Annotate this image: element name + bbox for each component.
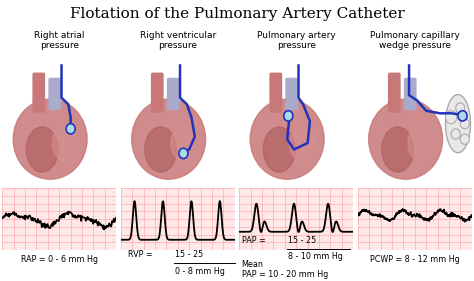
Ellipse shape bbox=[408, 125, 433, 161]
Ellipse shape bbox=[26, 127, 58, 172]
Text: Right ventricular
pressure: Right ventricular pressure bbox=[140, 31, 216, 50]
FancyBboxPatch shape bbox=[270, 73, 282, 112]
Ellipse shape bbox=[263, 127, 295, 172]
Text: PAP =: PAP = bbox=[242, 236, 268, 245]
Text: Pulmonary capillary
wedge pressure: Pulmonary capillary wedge pressure bbox=[370, 31, 460, 50]
Text: RVP =: RVP = bbox=[128, 250, 155, 259]
Circle shape bbox=[460, 134, 469, 144]
Text: RAP = 0 - 6 mm Hg: RAP = 0 - 6 mm Hg bbox=[21, 255, 98, 264]
Circle shape bbox=[284, 111, 293, 121]
Text: 8 - 10 mm Hg: 8 - 10 mm Hg bbox=[288, 252, 343, 261]
FancyBboxPatch shape bbox=[404, 78, 416, 109]
Ellipse shape bbox=[382, 127, 414, 172]
Text: 0 - 8 mm Hg: 0 - 8 mm Hg bbox=[175, 267, 225, 276]
Ellipse shape bbox=[290, 125, 314, 161]
Text: PCWP = 8 - 12 mm Hg: PCWP = 8 - 12 mm Hg bbox=[370, 255, 460, 264]
Circle shape bbox=[460, 119, 469, 129]
FancyBboxPatch shape bbox=[152, 73, 163, 112]
Ellipse shape bbox=[13, 99, 87, 179]
FancyBboxPatch shape bbox=[286, 78, 297, 109]
Ellipse shape bbox=[132, 99, 206, 179]
Text: Right atrial
pressure: Right atrial pressure bbox=[34, 31, 84, 50]
FancyBboxPatch shape bbox=[389, 73, 400, 112]
Ellipse shape bbox=[171, 125, 196, 161]
FancyBboxPatch shape bbox=[167, 78, 179, 109]
Text: Mean: Mean bbox=[242, 260, 264, 269]
Ellipse shape bbox=[53, 125, 77, 161]
FancyBboxPatch shape bbox=[33, 73, 45, 112]
Text: PAP = 10 - 20 mm Hg: PAP = 10 - 20 mm Hg bbox=[242, 270, 328, 279]
Circle shape bbox=[451, 129, 460, 139]
FancyBboxPatch shape bbox=[49, 78, 60, 109]
Ellipse shape bbox=[145, 127, 177, 172]
Circle shape bbox=[66, 124, 75, 134]
Circle shape bbox=[446, 111, 457, 124]
Text: 15 - 25: 15 - 25 bbox=[288, 236, 316, 245]
Circle shape bbox=[456, 103, 465, 113]
Text: Pulmonary artery
pressure: Pulmonary artery pressure bbox=[257, 31, 336, 50]
Ellipse shape bbox=[446, 94, 471, 153]
Text: 15 - 25: 15 - 25 bbox=[175, 250, 204, 259]
Text: Flotation of the Pulmonary Artery Catheter: Flotation of the Pulmonary Artery Cathet… bbox=[70, 7, 404, 21]
Ellipse shape bbox=[250, 99, 324, 179]
Ellipse shape bbox=[369, 99, 443, 179]
Circle shape bbox=[179, 148, 188, 158]
Circle shape bbox=[458, 111, 467, 121]
